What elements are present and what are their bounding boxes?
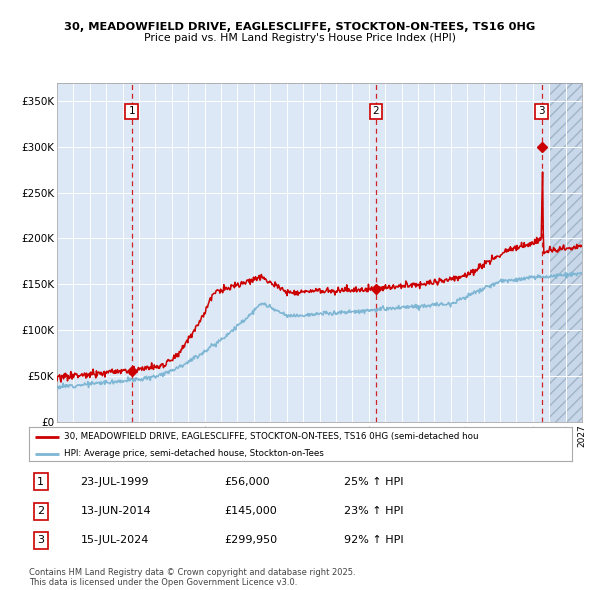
- Text: 2: 2: [37, 506, 44, 516]
- Text: 25% ↑ HPI: 25% ↑ HPI: [344, 477, 403, 487]
- Text: £56,000: £56,000: [224, 477, 270, 487]
- Text: 1: 1: [37, 477, 44, 487]
- Text: HPI: Average price, semi-detached house, Stockton-on-Tees: HPI: Average price, semi-detached house,…: [64, 450, 324, 458]
- Text: 23% ↑ HPI: 23% ↑ HPI: [344, 506, 403, 516]
- Bar: [549, 83, 582, 422]
- Text: £299,950: £299,950: [224, 535, 277, 545]
- Text: 1: 1: [128, 106, 135, 116]
- Text: 13-JUN-2014: 13-JUN-2014: [80, 506, 151, 516]
- Text: 2: 2: [373, 106, 379, 116]
- Text: Contains HM Land Registry data © Crown copyright and database right 2025.
This d: Contains HM Land Registry data © Crown c…: [29, 568, 355, 587]
- Text: 15-JUL-2024: 15-JUL-2024: [80, 535, 149, 545]
- Text: 23-JUL-1999: 23-JUL-1999: [80, 477, 149, 487]
- Text: 3: 3: [538, 106, 545, 116]
- Text: 30, MEADOWFIELD DRIVE, EAGLESCLIFFE, STOCKTON-ON-TEES, TS16 0HG (semi-detached h: 30, MEADOWFIELD DRIVE, EAGLESCLIFFE, STO…: [64, 432, 479, 441]
- Text: Price paid vs. HM Land Registry's House Price Index (HPI): Price paid vs. HM Land Registry's House …: [144, 33, 456, 43]
- Text: 30, MEADOWFIELD DRIVE, EAGLESCLIFFE, STOCKTON-ON-TEES, TS16 0HG: 30, MEADOWFIELD DRIVE, EAGLESCLIFFE, STO…: [64, 22, 536, 32]
- Text: 3: 3: [37, 535, 44, 545]
- Text: £145,000: £145,000: [224, 506, 277, 516]
- Text: 92% ↑ HPI: 92% ↑ HPI: [344, 535, 403, 545]
